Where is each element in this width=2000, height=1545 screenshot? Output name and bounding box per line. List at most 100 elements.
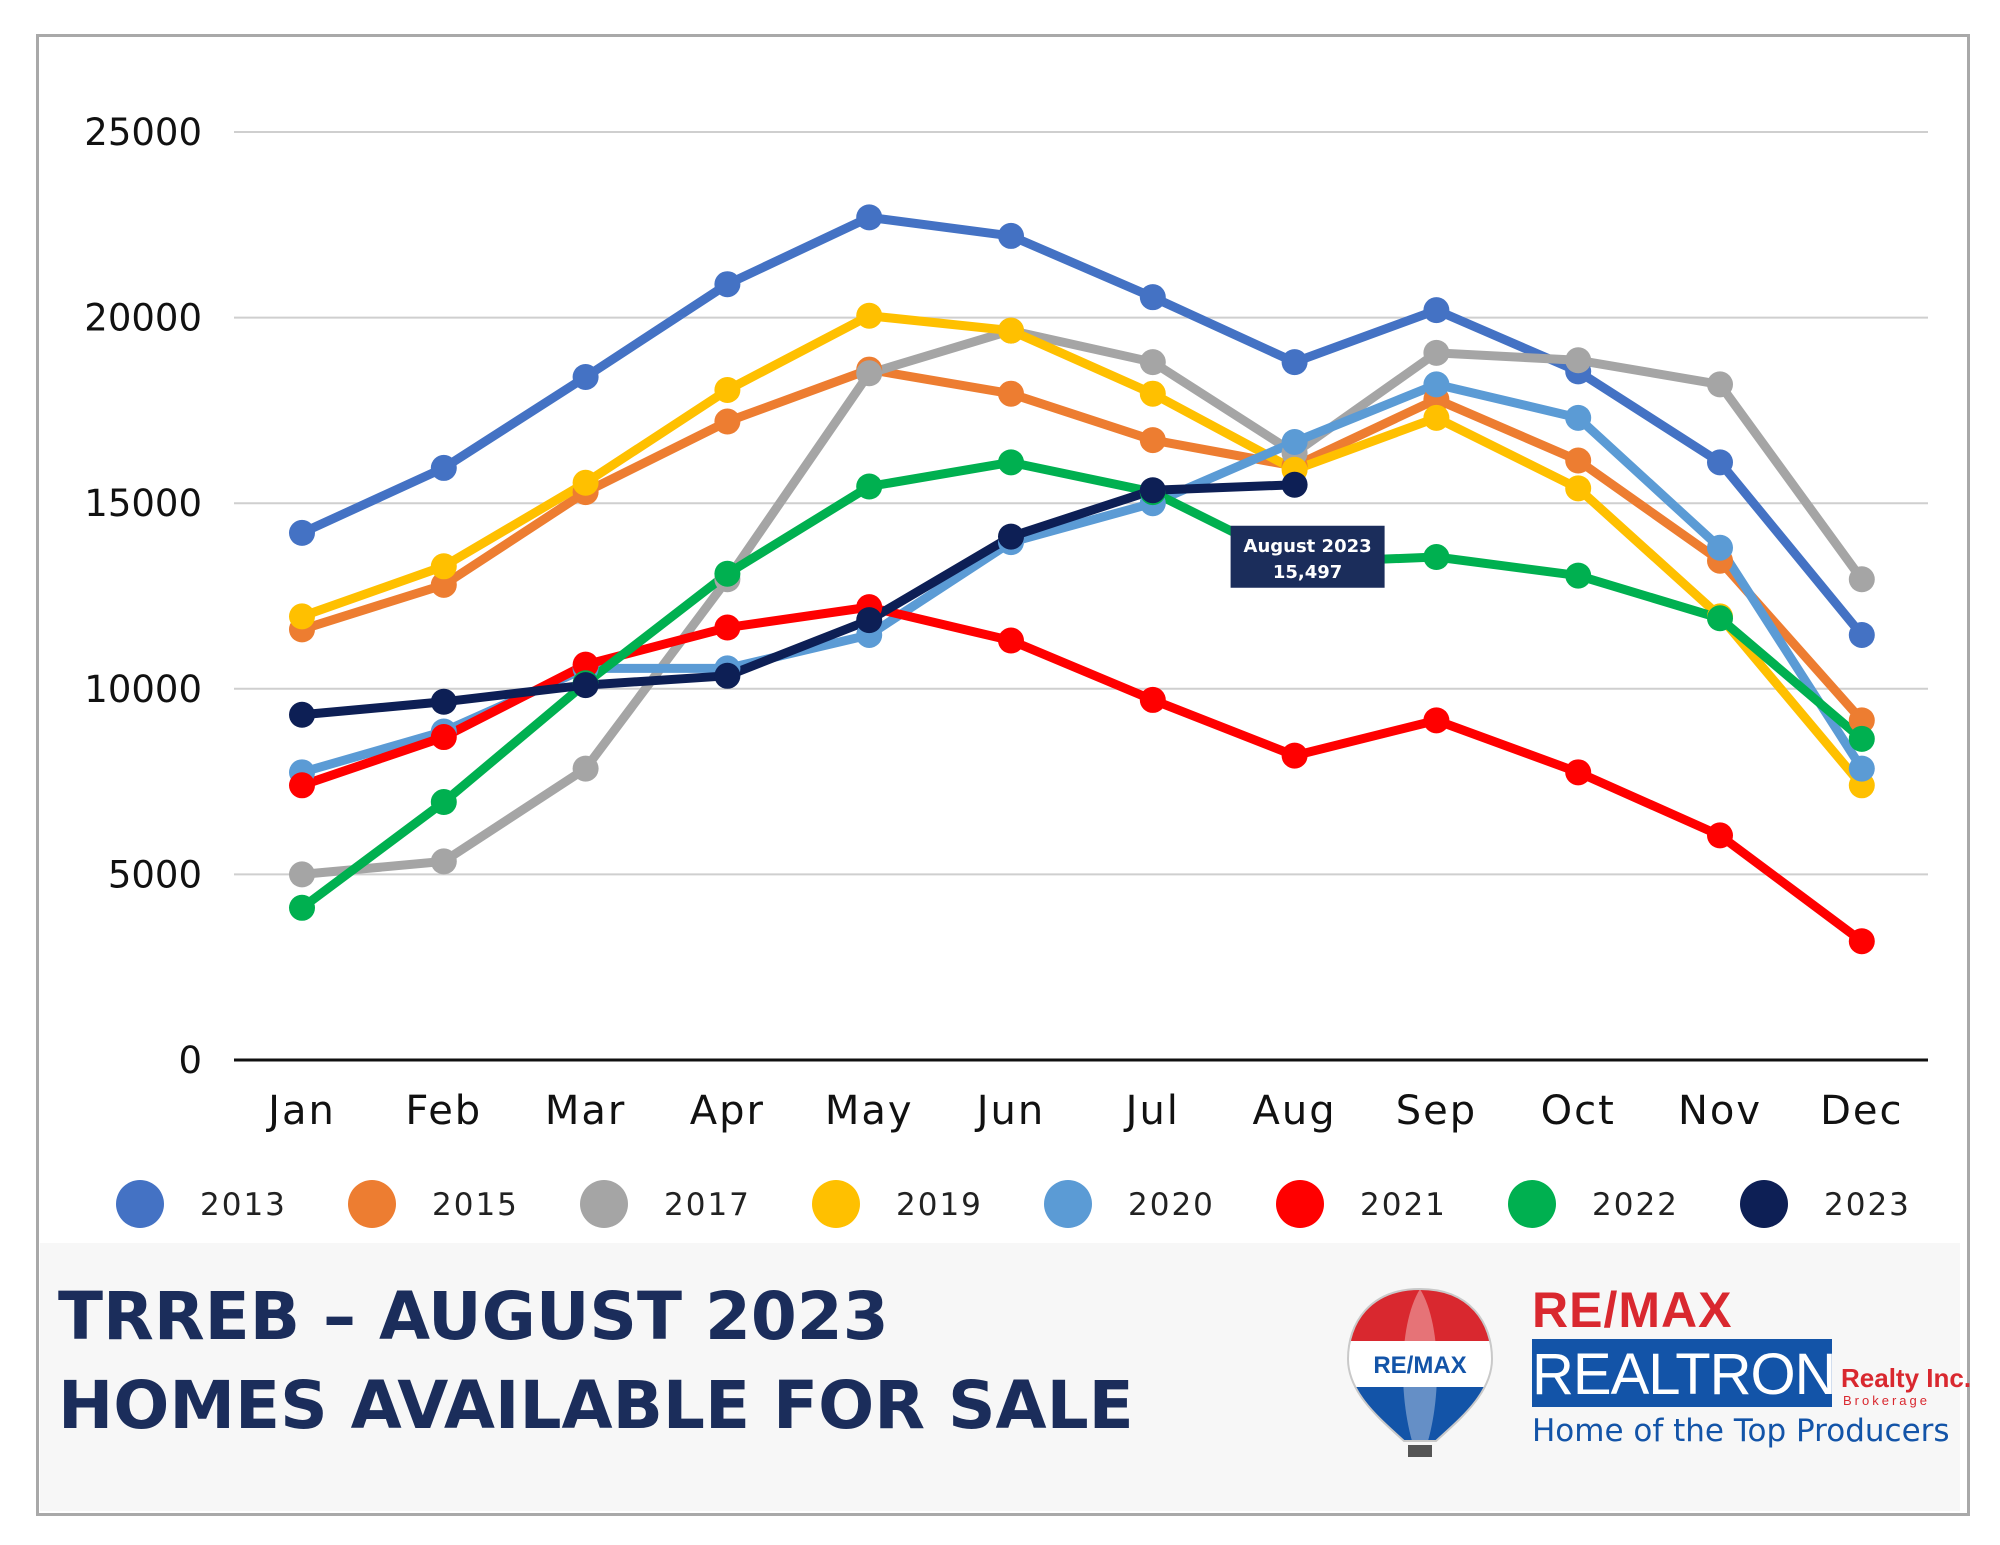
legend-label-2015: 2015: [432, 1187, 519, 1223]
series-line-2020: [297, 379, 1867, 777]
data-point-2013: [714, 271, 741, 298]
legend-marker-2020: [1044, 1180, 1092, 1228]
data-point-2020: [1565, 404, 1592, 431]
data-point-2017: [1848, 566, 1875, 593]
data-point-2020: [1848, 755, 1875, 782]
data-point-2017: [289, 861, 315, 888]
data-point-2021: [1139, 686, 1166, 713]
series-line-2022: [297, 457, 1867, 913]
data-point-2019: [289, 603, 315, 630]
data-point-2022: [289, 894, 315, 921]
legend-label-2022: 2022: [1592, 1187, 1679, 1223]
remax-realtron-logo: RE/MAX RE/MAX REALTRON Realty Inc. Broke…: [1340, 1281, 1971, 1471]
data-point-2021: [714, 614, 741, 641]
data-point-2013: [1707, 449, 1733, 476]
y-tick-label: 0: [178, 1039, 202, 1082]
data-point-2015: [1565, 447, 1592, 474]
legend-marker-2022: [1508, 1180, 1556, 1228]
x-tick-label: Nov: [1678, 1088, 1762, 1134]
data-point-2013: [289, 519, 315, 546]
data-point-2019: [714, 376, 741, 403]
x-tick-label: Jul: [1123, 1088, 1180, 1134]
data-point-2022: [714, 560, 741, 587]
x-tick-label: Dec: [1820, 1088, 1903, 1134]
y-tick-label: 20000: [84, 297, 202, 340]
data-point-2013: [1281, 349, 1308, 376]
y-tick-label: 5000: [108, 853, 202, 896]
data-point-2015: [1139, 427, 1166, 454]
data-point-2023: [714, 662, 741, 689]
brand-realtron-box: REALTRON: [1532, 1339, 1837, 1407]
y-tick-label: 25000: [84, 111, 202, 154]
data-point-2022: [1848, 725, 1875, 752]
page-title: TRREB – AUGUST 2023: [58, 1278, 889, 1355]
x-tick-label: Sep: [1396, 1088, 1477, 1134]
y-tick-label: 10000: [84, 668, 202, 711]
y-tick-label: 15000: [84, 482, 202, 525]
x-tick-label: Feb: [405, 1088, 482, 1134]
legend-label-2013: 2013: [200, 1187, 287, 1223]
data-point-2013: [572, 363, 599, 390]
brand-realty: Realty Inc.: [1841, 1363, 1972, 1393]
data-point-2019: [856, 302, 883, 329]
series-line-2019: [297, 311, 1867, 790]
gridlines: [234, 131, 1928, 1062]
data-point-2013: [1139, 284, 1166, 311]
data-point-2020: [1423, 371, 1450, 398]
line-chart: 0 5000 10000 15000 20000 25000 Jan Feb Mar Apr Ma…: [84, 111, 1928, 1228]
data-point-2023: [430, 688, 457, 715]
data-point-2022: [998, 449, 1024, 476]
legend-marker-2023: [1740, 1180, 1788, 1228]
x-tick-label: Jan: [265, 1088, 336, 1134]
data-point-2019: [572, 469, 599, 496]
legend-label-2021: 2021: [1360, 1187, 1447, 1223]
data-point-2022: [1707, 605, 1733, 632]
x-tick-label: May: [825, 1088, 914, 1134]
series-line-2021: [297, 602, 1867, 946]
data-point-2017: [1565, 347, 1592, 374]
y-axis-ticks: 0 5000 10000 15000 20000 25000: [84, 111, 202, 1082]
annotation-value: 15,497: [1273, 562, 1342, 583]
brand-realtron: REALTRON: [1532, 1342, 1837, 1407]
data-point-2022: [430, 789, 457, 816]
data-point-2023: [998, 523, 1024, 550]
balloon-text: RE/MAX: [1373, 1352, 1466, 1379]
data-point-2017: [1139, 349, 1166, 376]
x-tick-label: Aug: [1253, 1088, 1337, 1134]
legend-marker-2021: [1276, 1180, 1324, 1228]
data-point-2021: [572, 651, 599, 678]
legend-label-2020: 2020: [1128, 1187, 1215, 1223]
annotation-title: August 2023: [1244, 536, 1372, 557]
data-point-2021: [1848, 928, 1875, 955]
data-point-2023: [1139, 477, 1166, 504]
series-line-2023: [297, 480, 1300, 720]
data-point-2013: [998, 222, 1024, 249]
series-lines: [297, 212, 1867, 946]
data-point-2023: [1281, 471, 1308, 498]
data-point-2021: [998, 627, 1024, 654]
data-point-2013: [856, 204, 883, 231]
data-point-2017: [572, 755, 599, 782]
legend-label-2023: 2023: [1824, 1187, 1911, 1223]
annotation-tooltip: August 2023 15,497: [1230, 525, 1385, 588]
data-point-2013: [430, 454, 457, 481]
data-point-2023: [856, 607, 883, 634]
x-tick-label: Mar: [545, 1088, 626, 1134]
data-point-2015: [1848, 707, 1875, 734]
data-point-2021: [1423, 707, 1450, 734]
data-point-2015: [998, 380, 1024, 407]
legend-label-2019: 2019: [896, 1187, 983, 1223]
data-point-2021: [1707, 822, 1733, 849]
series-line-2013: [297, 212, 1867, 640]
data-point-2019: [1139, 380, 1166, 407]
data-point-2023: [289, 701, 315, 728]
data-point-2019: [1565, 475, 1592, 502]
legend-marker-2019: [812, 1180, 860, 1228]
data-point-2021: [289, 772, 315, 799]
data-point-2021: [430, 724, 457, 751]
data-point-2021: [1281, 742, 1308, 769]
legend-marker-2017: [580, 1180, 628, 1228]
x-tick-label: Apr: [690, 1088, 765, 1134]
legend-label-2017: 2017: [664, 1187, 751, 1223]
data-point-2013: [1423, 297, 1450, 324]
